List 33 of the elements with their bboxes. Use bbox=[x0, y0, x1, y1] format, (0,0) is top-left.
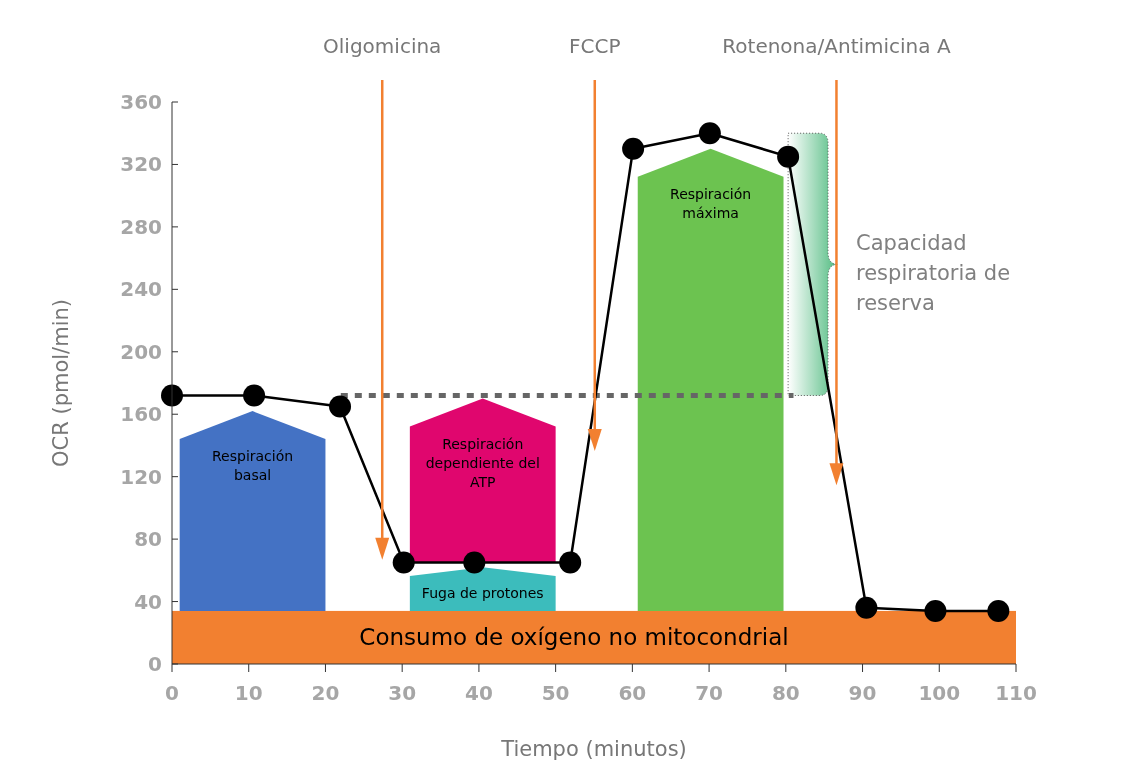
y-tick-label: 0 bbox=[148, 652, 162, 676]
y-tick-label: 280 bbox=[120, 214, 162, 239]
x-tick-label: 30 bbox=[388, 681, 417, 705]
y-tick-label: 120 bbox=[120, 464, 162, 489]
x-tick-label: 60 bbox=[618, 681, 647, 705]
band-label: Consumo de oxígeno no mitocondrial bbox=[359, 624, 789, 651]
y-tick-label: 40 bbox=[134, 589, 162, 614]
annotation: Capacidad respiratoria de reserva bbox=[856, 231, 1011, 316]
x-tick-label: 80 bbox=[771, 681, 800, 705]
y-tick-label: 200 bbox=[120, 339, 162, 364]
x-tick-label: 110 bbox=[995, 681, 1037, 705]
ref-line-label: Oligomicina bbox=[323, 34, 442, 58]
series-label: Respiración dependiente del ATP bbox=[425, 435, 540, 490]
y-axis-title: OCR (pmol/min) bbox=[49, 299, 73, 467]
x-axis-title: Tiempo (minutos) bbox=[500, 737, 687, 761]
x-tick-label: 50 bbox=[541, 681, 570, 705]
x-tick-label: 100 bbox=[918, 681, 961, 705]
x-tick-label: 90 bbox=[848, 681, 877, 705]
series-label: Respiración máxima bbox=[670, 185, 752, 221]
series-label: Fuga de protones bbox=[421, 585, 544, 602]
x-tick-label: 10 bbox=[234, 681, 263, 705]
x-tick-label: 20 bbox=[311, 681, 340, 705]
ref-line-label: FCCP bbox=[569, 34, 621, 58]
y-tick-label: 160 bbox=[120, 402, 162, 427]
x-tick-label: 40 bbox=[464, 681, 493, 705]
y-tick-label: 360 bbox=[120, 90, 162, 114]
x-tick-label: 0 bbox=[165, 681, 179, 705]
ref-line-label: Rotenona/Antimicina A bbox=[722, 34, 951, 58]
x-tick-label: 70 bbox=[695, 681, 724, 705]
series-label: Respiración basal bbox=[211, 448, 294, 484]
y-tick-label: 240 bbox=[120, 277, 162, 302]
y-tick-label: 320 bbox=[120, 152, 162, 177]
y-tick-label: 80 bbox=[134, 527, 162, 552]
